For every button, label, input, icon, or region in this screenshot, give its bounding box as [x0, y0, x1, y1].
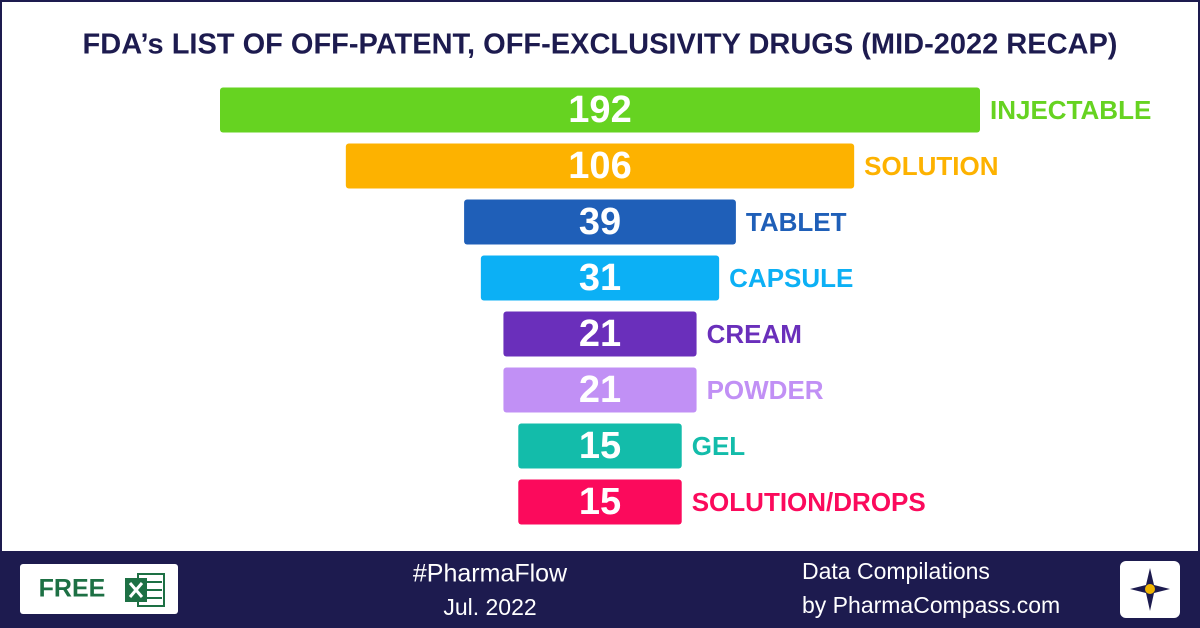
chart-title: FDA’s LIST OF OFF-PATENT, OFF-EXCLUSIVIT… [83, 29, 1118, 61]
excel-icon [125, 574, 164, 606]
hashtag: #PharmaFlow [413, 560, 568, 588]
category-label: POWDER [707, 375, 824, 405]
value-label: 192 [568, 89, 631, 131]
value-label: 15 [579, 481, 621, 523]
value-label: 21 [579, 369, 621, 411]
category-label: CAPSULE [729, 263, 853, 293]
value-label: 31 [579, 257, 621, 299]
value-label: 21 [579, 313, 621, 355]
date: Jul. 2022 [443, 594, 536, 620]
category-label: SOLUTION/DROPS [692, 487, 926, 517]
value-label: 39 [579, 201, 621, 243]
credit: by PharmaCompass.com [802, 592, 1060, 618]
credit: Data Compilations [802, 558, 990, 584]
free-label: FREE [39, 575, 106, 603]
category-label: SOLUTION [864, 151, 998, 181]
logo[interactable] [1120, 561, 1180, 618]
value-label: 106 [568, 145, 631, 187]
category-label: TABLET [746, 207, 847, 237]
value-label: 15 [579, 425, 621, 467]
category-label: CREAM [707, 319, 802, 349]
category-label: INJECTABLE [990, 95, 1151, 125]
category-label: GEL [692, 431, 746, 461]
